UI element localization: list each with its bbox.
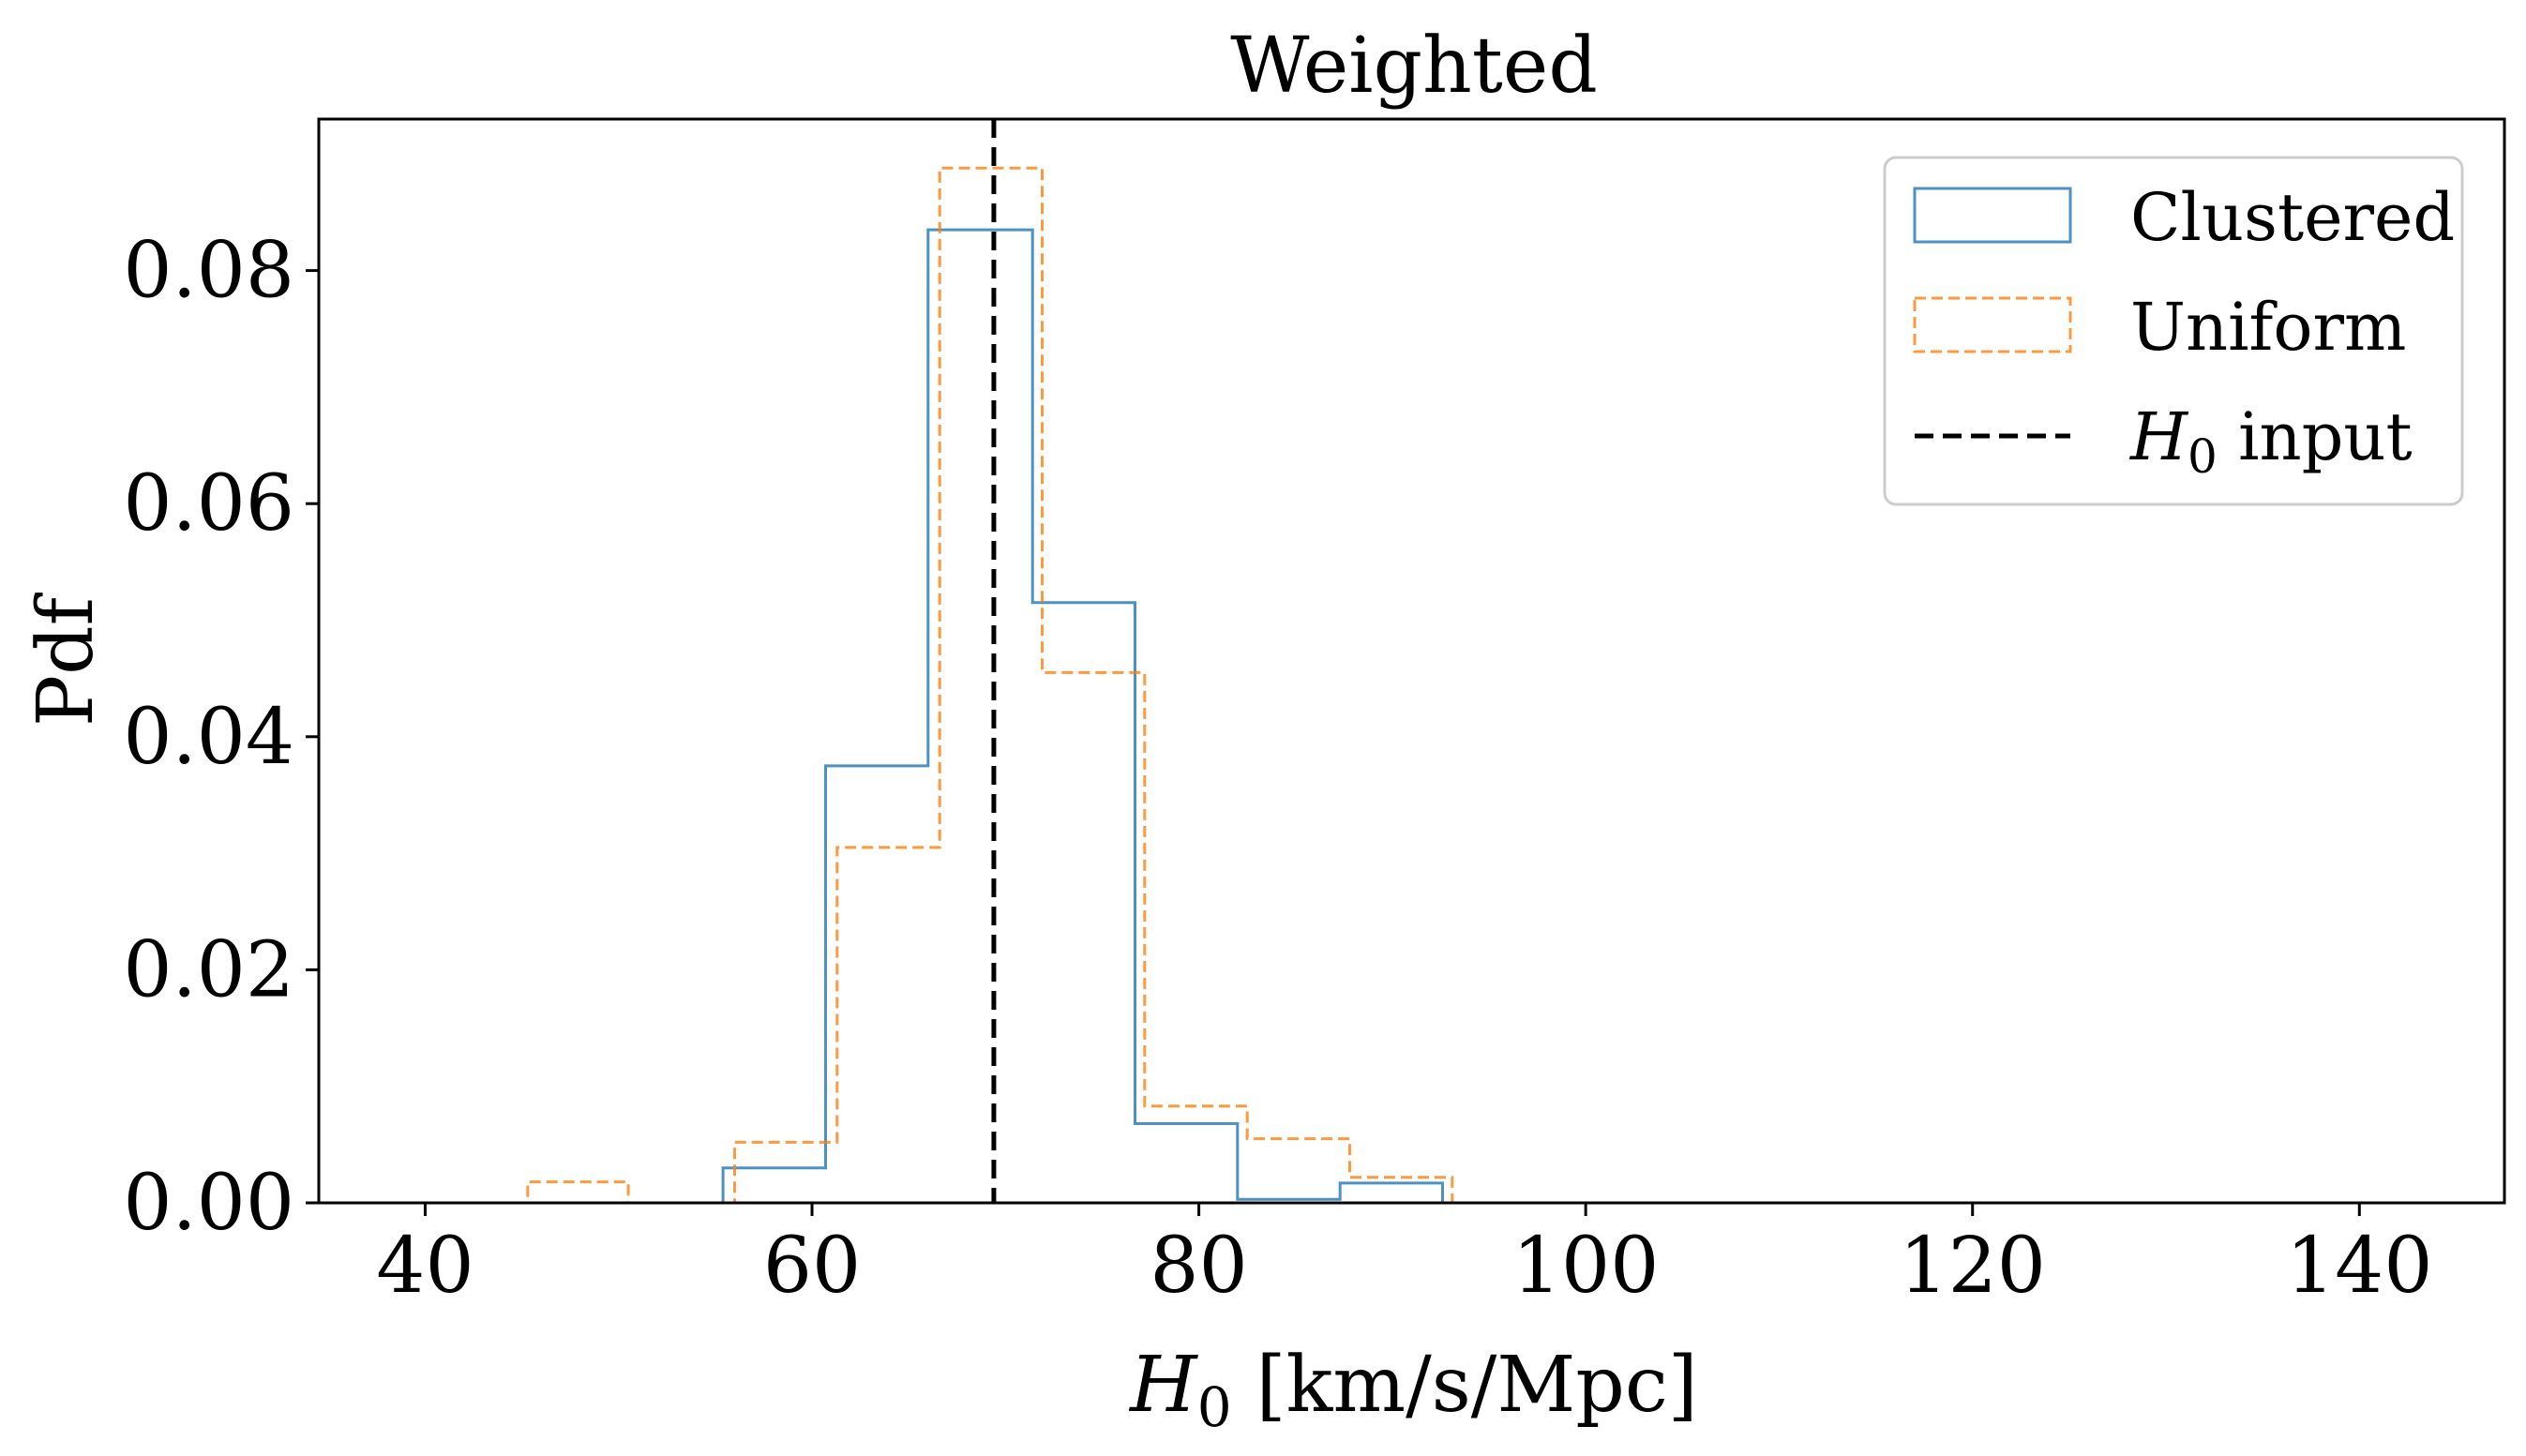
legend-label-h0-input: H0 input [2128,398,2413,484]
y-axis-ticks: 0.00 0.02 0.04 0.06 0.08 [123,227,319,1248]
legend: Clustered Uniform H0 input [1883,156,2464,506]
y-tick-label: 0.00 [123,1159,294,1248]
legend-patch-clustered [1913,187,2072,244]
x-tick-label: 120 [1899,1222,2046,1311]
x-tick-label: 40 [376,1222,474,1311]
chart-title: Weighted [1230,22,1598,111]
legend-label-clustered: Clustered [2130,179,2455,256]
y-tick-label: 0.04 [123,693,294,782]
legend-label-uniform: Uniform [2130,289,2406,366]
x-tick-label: 100 [1512,1222,1660,1311]
series-layer [415,166,2398,1205]
x-axis-ticks: 40 60 80 100 120 140 [376,1203,2433,1311]
series-clustered-outline [415,228,2398,1205]
x-tick-label: 140 [2286,1222,2433,1311]
plot-area: 40 60 80 100 120 140 0.00 0.02 0.04 0.06 0.08 [123,117,2506,1311]
y-tick-label: 0.06 [123,459,294,548]
axes-frame [317,117,2506,1205]
y-axis-label: Pdf [22,592,111,727]
y-tick-label: 0.08 [123,227,294,316]
y-tick-label: 0.02 [123,925,294,1014]
x-axis-label: H0 [km/s/Mpc] [1128,1341,1698,1439]
legend-frame [1883,156,2464,506]
legend-patch-uniform [1913,296,2072,353]
x-tick-label: 60 [763,1222,861,1311]
x-tick-label: 80 [1150,1222,1247,1311]
